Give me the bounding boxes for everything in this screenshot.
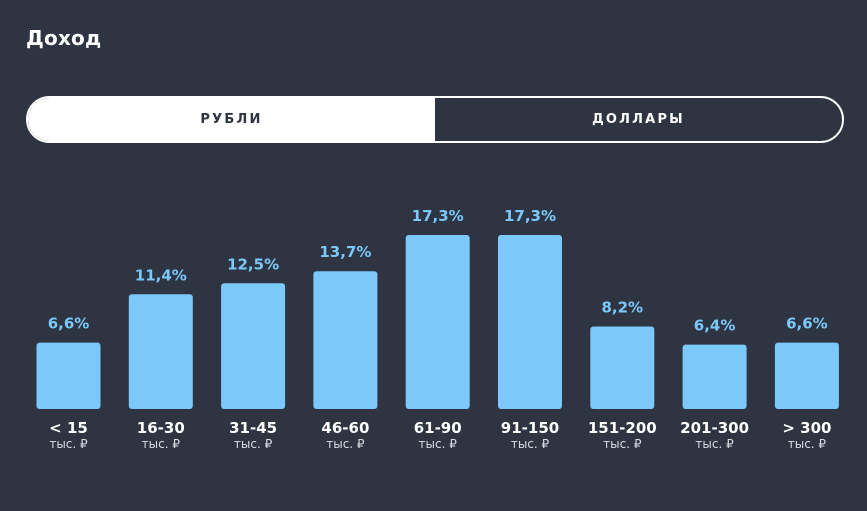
- category-unit-label-6: тыс. ₽: [603, 437, 642, 451]
- category-unit-label-2: тыс. ₽: [234, 437, 273, 451]
- category-label-6: 151-200: [588, 419, 657, 437]
- category-unit-label-4: тыс. ₽: [419, 437, 458, 451]
- bar-value-label-1: 11,4%: [135, 266, 187, 284]
- category-label-3: 46-60: [321, 419, 369, 437]
- bar-6: [590, 326, 655, 409]
- category-unit-label-8: тыс. ₽: [788, 437, 827, 451]
- bar-value-label-4: 17,3%: [412, 207, 464, 225]
- bar-1: [128, 294, 193, 409]
- bar-value-label-2: 12,5%: [227, 255, 279, 273]
- category-label-1: 16-30: [137, 419, 185, 437]
- currency-toggle: РУБЛИ ДОЛЛАРЫ: [26, 96, 844, 143]
- category-unit-label-0: тыс. ₽: [49, 437, 88, 451]
- bar-value-label-5: 17,3%: [504, 207, 556, 225]
- bar-value-label-6: 8,2%: [601, 299, 643, 317]
- page-title: Доход: [26, 26, 102, 50]
- category-unit-label-1: тыс. ₽: [142, 437, 181, 451]
- toggle-rubles-button[interactable]: РУБЛИ: [28, 98, 435, 141]
- category-label-8: > 300: [782, 419, 831, 437]
- bar-8: [774, 342, 839, 409]
- category-unit-label-5: тыс. ₽: [511, 437, 550, 451]
- category-label-2: 31-45: [229, 419, 277, 437]
- bar-2: [221, 283, 286, 409]
- bar-5: [498, 235, 562, 409]
- bar-4: [405, 235, 470, 409]
- category-unit-label-3: тыс. ₽: [326, 437, 365, 451]
- category-unit-label-7: тыс. ₽: [695, 437, 734, 451]
- category-label-4: 61-90: [414, 419, 462, 437]
- bar-value-label-3: 13,7%: [319, 243, 371, 261]
- bar-7: [682, 344, 747, 409]
- category-label-7: 201-300: [680, 419, 749, 437]
- bar-value-label-8: 6,6%: [786, 315, 828, 333]
- bar-value-label-7: 6,4%: [694, 317, 736, 335]
- bar-value-label-0: 6,6%: [48, 315, 90, 333]
- category-label-0: < 15: [49, 419, 88, 437]
- toggle-dollars-button[interactable]: ДОЛЛАРЫ: [592, 112, 685, 127]
- category-label-5: 91-150: [501, 419, 559, 437]
- bar-0: [36, 342, 101, 409]
- bar-3: [313, 271, 378, 409]
